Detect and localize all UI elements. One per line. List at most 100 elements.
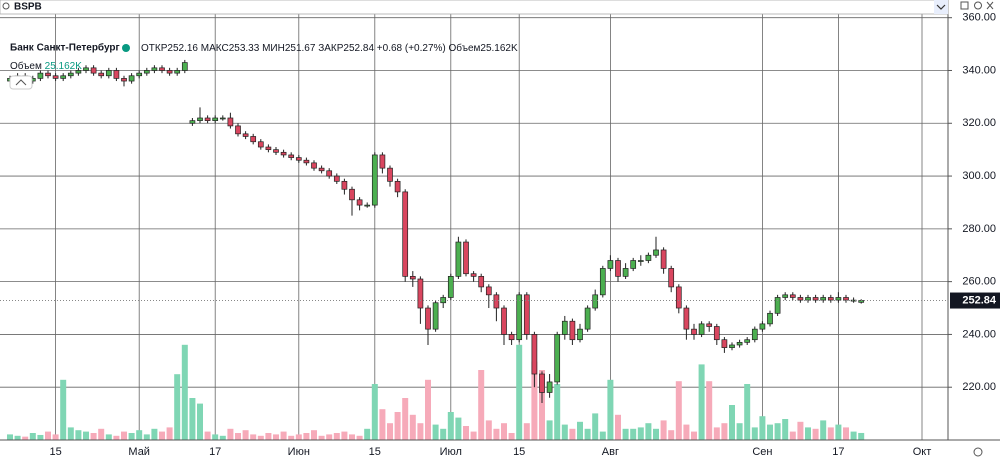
candle-body — [447, 276, 454, 298]
volume-bar — [250, 434, 257, 440]
candle-body — [622, 268, 629, 277]
candle-body — [128, 75, 135, 82]
volume-bar — [151, 428, 158, 440]
candle-body — [569, 320, 576, 341]
candle-body — [630, 260, 637, 269]
candle-body — [774, 297, 781, 314]
volume-bar — [470, 431, 477, 440]
volume-bar — [622, 428, 629, 440]
volume-bar — [660, 420, 667, 440]
volume-bar — [22, 436, 29, 440]
volume-bar — [782, 419, 789, 440]
copy-icon[interactable] — [960, 1, 969, 10]
candle-body — [75, 70, 82, 74]
candle-body — [835, 297, 842, 301]
volume-bar — [827, 427, 834, 440]
volume-bar — [615, 414, 621, 440]
candle-body — [219, 117, 226, 120]
volume-bar — [425, 379, 431, 440]
volume-bar — [60, 379, 67, 440]
candle-body — [539, 373, 545, 393]
volume-bar — [242, 430, 249, 440]
candle-body — [531, 334, 538, 375]
candle-body — [60, 75, 67, 79]
volume-bar — [668, 430, 675, 440]
candle-body — [607, 260, 614, 269]
collapse-button[interactable] — [9, 75, 33, 90]
candle-body — [508, 334, 515, 341]
volume-bar — [447, 412, 454, 440]
legend-label: Объем — [10, 60, 42, 72]
x-tick-label: 17 — [209, 446, 221, 458]
volume-bar — [387, 423, 393, 440]
settings-icon[interactable] — [974, 1, 982, 10]
volume-bar — [90, 433, 97, 440]
y-tick-label: 300.00 — [962, 170, 996, 182]
candle-body — [52, 75, 59, 79]
candle-body — [706, 323, 713, 327]
candle-body — [478, 276, 485, 288]
volume-bar — [75, 430, 82, 440]
candle-body — [713, 326, 720, 341]
y-tick-label: 260.00 — [962, 276, 996, 288]
volume-bar — [653, 428, 659, 440]
candle-body — [326, 170, 333, 177]
volume-bar — [189, 398, 196, 440]
volume-bar — [546, 420, 553, 440]
candle-body — [143, 70, 150, 74]
candle-body — [83, 67, 89, 71]
volume-bar — [683, 424, 690, 440]
volume-bar — [698, 364, 705, 440]
symbol: BSPB — [14, 2, 42, 13]
candle-body — [159, 67, 165, 71]
volume-bar — [501, 423, 507, 440]
candle-body — [417, 278, 424, 309]
volume-bar — [257, 435, 264, 440]
ohlc-legend: ОТКР252.16 МАКС253.33 МИН251.67 ЗАКР252.… — [141, 42, 518, 54]
candle-body — [189, 120, 196, 124]
volume-bar — [181, 344, 188, 440]
candle-body — [683, 307, 690, 330]
volume-bar — [326, 434, 333, 440]
volume-bar — [333, 433, 340, 440]
volume-bar — [67, 427, 74, 440]
search-box[interactable] — [0, 0, 949, 15]
volume-bar — [485, 420, 492, 440]
volume-bar — [394, 412, 401, 440]
volume-bar — [569, 428, 576, 440]
candle-body — [174, 70, 181, 74]
volume-bar — [858, 432, 865, 440]
candle-body — [197, 117, 203, 121]
settings-icon[interactable] — [973, 447, 983, 457]
legend-label: Объем — [449, 42, 481, 54]
candle-body — [729, 344, 735, 348]
volume-bar — [212, 434, 219, 440]
candle-body — [280, 151, 287, 156]
candle-body — [820, 297, 827, 301]
y-tick-label: 360.00 — [962, 12, 996, 24]
volume-bar — [736, 423, 743, 440]
volume-bar — [440, 428, 447, 440]
candle-body — [523, 294, 530, 335]
candle-body — [113, 70, 120, 79]
legend-label: ЗАКР — [318, 43, 344, 54]
volume-bar — [113, 435, 120, 440]
volume-bar — [303, 433, 310, 440]
legend-value: 25.162K — [480, 43, 518, 54]
candle-body — [592, 294, 599, 309]
candle-body — [166, 70, 173, 74]
candle-body — [516, 294, 523, 341]
candle-body — [812, 297, 819, 301]
grid — [0, 14, 948, 440]
volume-bar — [265, 433, 272, 440]
dropdown-button[interactable] — [934, 0, 948, 14]
x-tick-label: Окт — [913, 446, 932, 458]
chart-title: Банк Санкт-Петербург — [10, 42, 120, 54]
x-tick-label: Май — [128, 446, 150, 458]
volume-bar — [835, 424, 842, 440]
candle-body — [356, 199, 363, 206]
candle-body — [136, 72, 143, 77]
candle-body — [425, 307, 431, 330]
close-icon[interactable] — [986, 1, 994, 10]
candle-body — [151, 67, 158, 71]
